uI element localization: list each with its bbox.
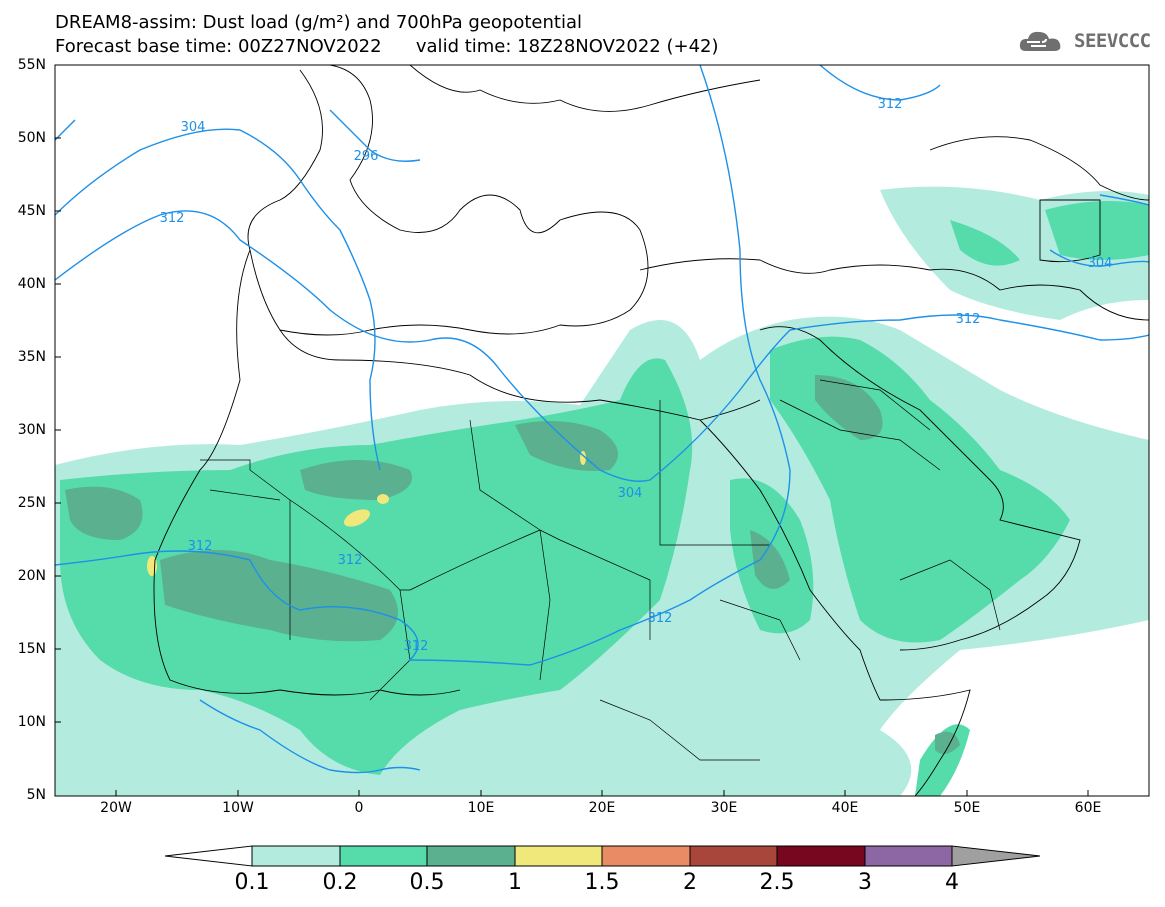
country-borders xyxy=(200,379,1001,761)
contour-label: 312 xyxy=(956,312,981,327)
colorbar-segment xyxy=(164,845,253,867)
seevccc-logo: SEEVCCC xyxy=(1018,26,1151,56)
lat-label: 40N xyxy=(17,276,46,292)
contour-label: 312 xyxy=(338,553,363,568)
colorbar-label: 3 xyxy=(858,870,872,895)
colorbar-segment xyxy=(776,845,866,867)
contour-label: 312 xyxy=(648,611,673,626)
colorbar-segment xyxy=(339,845,428,867)
map-subtitle: Forecast base time: 00Z27NOV2022 valid t… xyxy=(55,36,719,57)
colorbar-label: 2 xyxy=(683,870,697,895)
lon-label: 30E xyxy=(710,800,738,816)
map-title: DREAM8-assim: Dust load (g/m²) and 700hP… xyxy=(55,12,582,33)
colorbar-label: 1 xyxy=(508,870,522,895)
colorbar-segment xyxy=(426,845,516,867)
lat-label: 30N xyxy=(17,422,46,438)
lat-label: 5N xyxy=(26,787,46,803)
lon-label: 50E xyxy=(953,800,981,816)
lat-label: 10N xyxy=(17,714,46,730)
colorbar-segment xyxy=(951,845,1041,867)
colorbar-label: 4 xyxy=(945,870,959,895)
lat-label: 50N xyxy=(17,130,46,146)
colorbar-label: 0.2 xyxy=(322,870,358,895)
contour-label: 312 xyxy=(160,211,185,226)
lat-label: 35N xyxy=(17,349,46,365)
geopotential-contours xyxy=(55,65,1149,774)
coastlines xyxy=(153,65,1149,796)
cloud-icon xyxy=(1019,31,1061,51)
lat-label: 45N xyxy=(17,203,46,219)
lon-label: 0 xyxy=(354,800,364,816)
contour-label: 312 xyxy=(404,639,429,654)
lon-label: 60E xyxy=(1074,800,1102,816)
contour-label: 304 xyxy=(181,120,206,135)
lon-label: 20W xyxy=(100,800,132,816)
lat-label: 55N xyxy=(17,57,46,73)
contour-label: 312 xyxy=(188,539,213,554)
contour-label: 304 xyxy=(1088,256,1113,271)
colorbar-segment xyxy=(601,845,691,867)
colorbar-segment xyxy=(864,845,953,867)
lon-label: 10W xyxy=(222,800,254,816)
colorbar-label: 2.5 xyxy=(759,870,795,895)
colorbar-segment xyxy=(251,845,341,867)
logo-text: SEEVCCC xyxy=(1074,30,1151,52)
colorbar-label: 1.5 xyxy=(584,870,620,895)
lat-label: 20N xyxy=(17,568,46,584)
lon-label: 20E xyxy=(588,800,616,816)
contour-labels: 296 304 312 312 304 312 312 312 312 304 … xyxy=(160,97,1113,654)
lat-label: 25N xyxy=(17,495,46,511)
contour-label: 296 xyxy=(354,149,379,164)
colorbar-label: 0.5 xyxy=(409,870,445,895)
lon-label: 40E xyxy=(831,800,859,816)
contour-label: 312 xyxy=(878,97,903,112)
contour-label: 304 xyxy=(618,486,643,501)
lon-label: 10E xyxy=(467,800,495,816)
colorbar-segment xyxy=(514,845,603,867)
colorbar-label: 0.1 xyxy=(234,870,270,895)
lat-label: 15N xyxy=(17,641,46,657)
colorbar-segment xyxy=(689,845,778,867)
axis-ticks xyxy=(55,64,1089,796)
